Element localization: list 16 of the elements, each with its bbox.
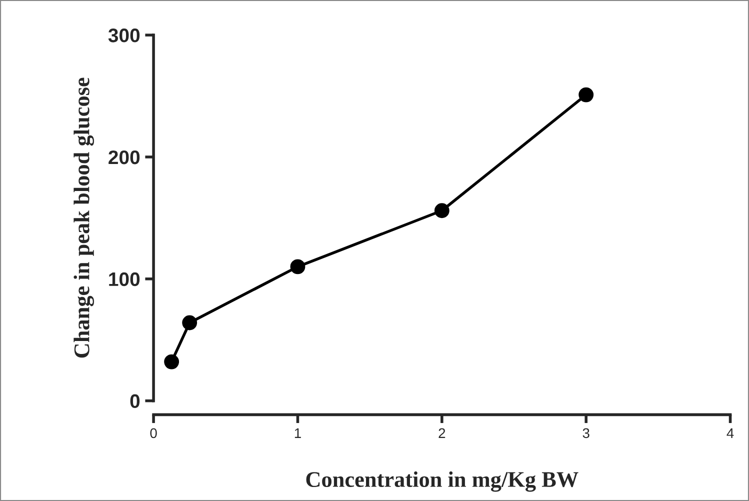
y-tick-label: 0 — [130, 394, 140, 408]
y-tick-label: 100 — [109, 272, 140, 286]
point — [164, 354, 180, 370]
x-tick-label: 3 — [582, 428, 590, 438]
point — [434, 203, 450, 218]
x-tick-label: 2 — [438, 428, 446, 438]
y-tick-label: 300 — [108, 28, 140, 42]
x-axis-title: Concentration in mg/Kg BW — [306, 471, 578, 492]
x-tick-label: 1 — [294, 428, 301, 438]
y-tick-label: 200 — [108, 150, 140, 164]
point — [578, 87, 594, 102]
point — [290, 259, 306, 274]
x-tick-label: 0 — [150, 428, 157, 438]
x-tick-label: 4 — [726, 428, 734, 438]
point — [182, 315, 198, 330]
y-axis-title: Change in peak blood glucose — [74, 78, 94, 358]
